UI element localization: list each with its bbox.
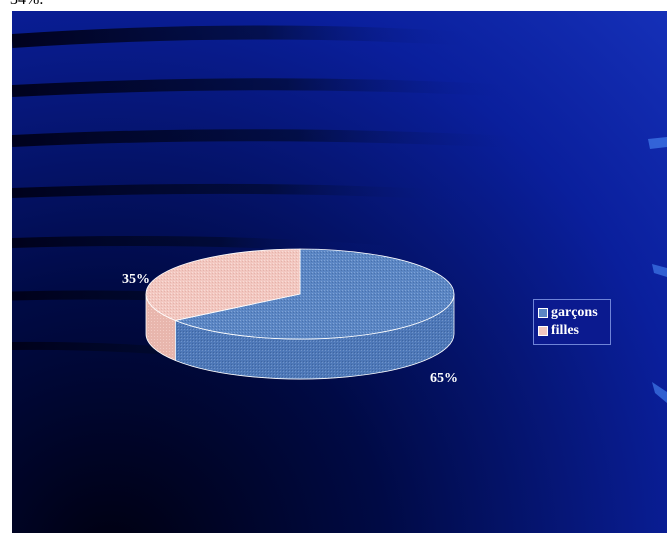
slice-label-filles: 35% xyxy=(122,272,150,287)
legend-item-filles: filles xyxy=(538,322,606,340)
legend-label-filles: filles xyxy=(551,323,579,338)
edge-highlight xyxy=(652,264,667,277)
edge-highlight xyxy=(652,382,667,403)
legend-swatch-garcons xyxy=(538,308,548,318)
pie-slice-garcons xyxy=(174,248,455,340)
legend: garçons filles xyxy=(533,299,611,345)
legend-swatch-filles xyxy=(538,326,548,336)
legend-item-garcons: garçons xyxy=(538,304,606,322)
slide-background: 65% 35% garçons filles xyxy=(12,11,667,533)
legend-label-garcons: garçons xyxy=(551,305,598,320)
top-caption: 34%. xyxy=(10,0,43,9)
pie-chart: 65% 35% xyxy=(122,248,458,386)
edge-highlight xyxy=(648,137,667,149)
slice-label-garcons: 65% xyxy=(430,371,458,386)
pie-slice-filles xyxy=(145,248,301,321)
